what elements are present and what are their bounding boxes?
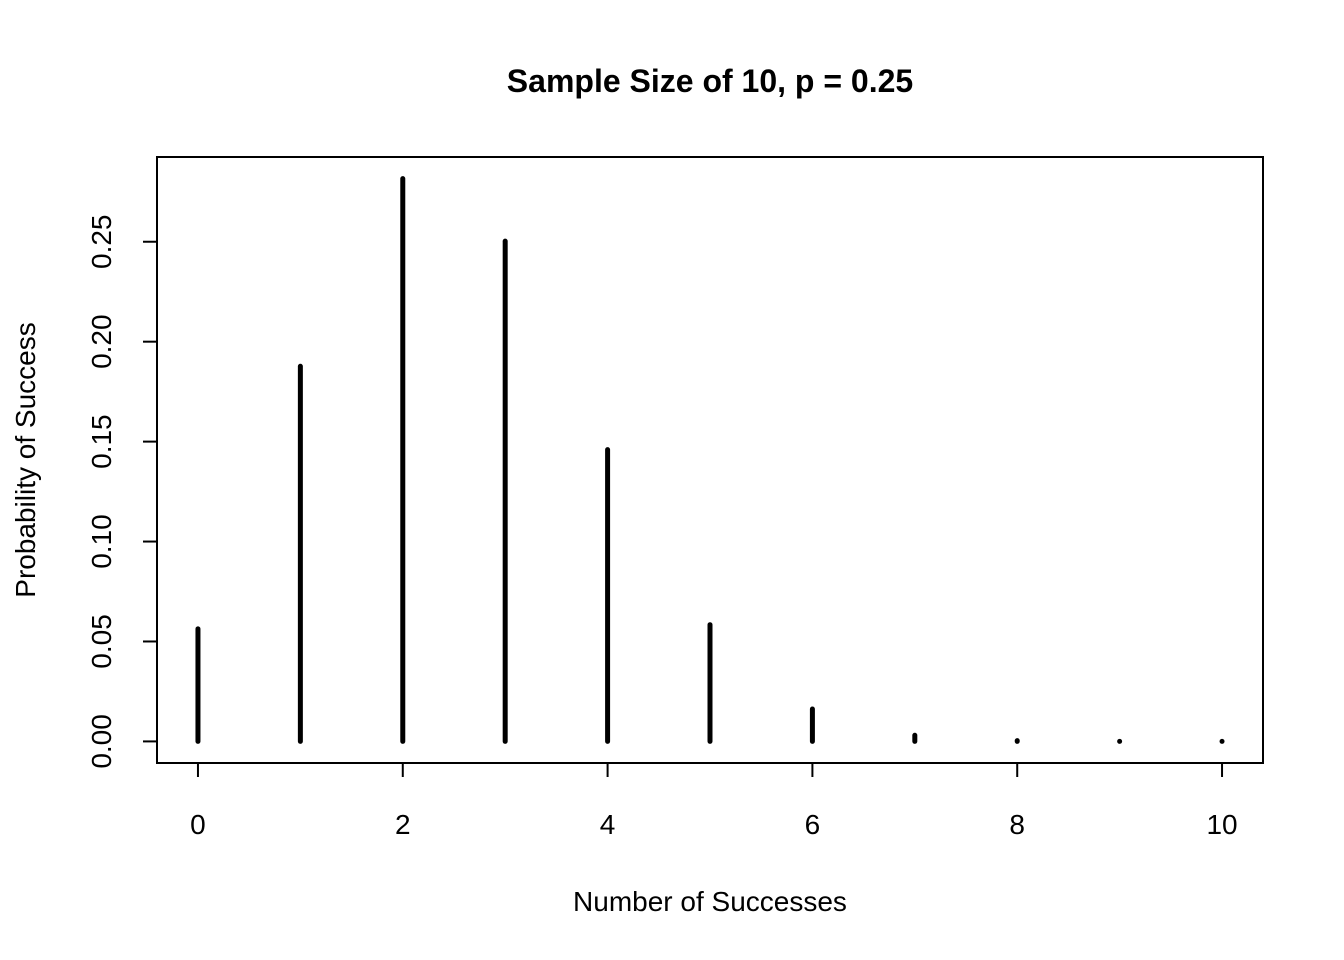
y-tick-label: 0.25 <box>86 214 117 269</box>
bars <box>195 176 1225 744</box>
y-axis-label: Probability of Success <box>10 322 41 597</box>
x-tick-label: 2 <box>395 809 411 840</box>
y-tick-label: 0.00 <box>86 714 117 769</box>
y-axis: 0.00 0.05 0.10 0.15 0.20 0.25 <box>86 214 158 769</box>
x-axis: 0 2 4 6 8 10 <box>190 762 1238 840</box>
y-tick-label: 0.20 <box>86 314 117 369</box>
x-tick-label: 6 <box>805 809 821 840</box>
x-axis-label: Number of Successes <box>573 886 847 917</box>
x-tick-label: 10 <box>1206 809 1237 840</box>
x-tick-label: 0 <box>190 809 206 840</box>
y-tick-label: 0.15 <box>86 414 117 469</box>
y-tick-label: 0.10 <box>86 514 117 569</box>
chart-title: Sample Size of 10, p = 0.25 <box>507 63 913 99</box>
x-tick-label: 8 <box>1009 809 1025 840</box>
x-tick-label: 4 <box>600 809 616 840</box>
y-tick-label: 0.05 <box>86 614 117 669</box>
